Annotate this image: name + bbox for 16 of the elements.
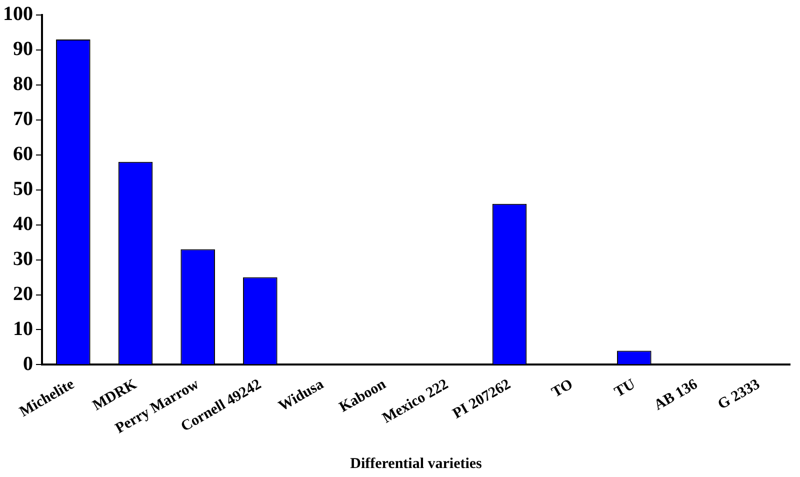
y-tick-label: 60 [13,143,33,166]
y-tick-label: 10 [13,318,33,340]
x-tick-label: TO [549,376,576,402]
y-tick-label: 0 [23,352,33,375]
y-tick-label: 30 [13,248,33,270]
y-tick-label: 70 [13,108,33,130]
y-tick-label: 50 [13,178,33,200]
y-tick-label: 20 [13,282,33,305]
x-tick-label: G 2333 [715,376,763,414]
y-tick-label: 90 [13,38,33,60]
y-tick-label: 80 [13,73,33,96]
y-tick-label: 40 [13,212,33,235]
x-tick-label: AB 136 [652,376,701,414]
x-axis-title: Differential varieties [350,456,482,472]
x-tick-label: TU [612,376,638,401]
y-tick-label: 100 [3,3,33,26]
